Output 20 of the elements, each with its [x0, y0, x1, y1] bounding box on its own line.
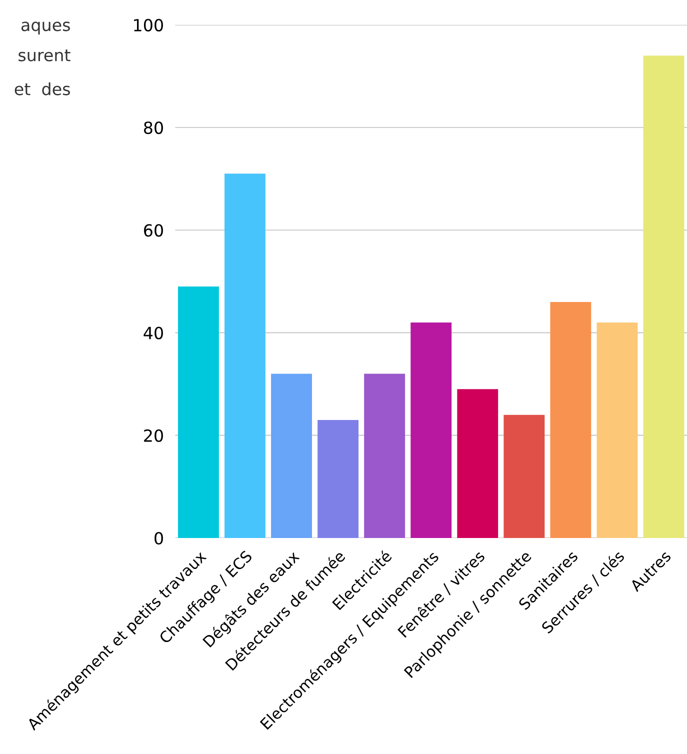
- y-tick-label: 80: [144, 121, 163, 134]
- bar: [178, 286, 219, 538]
- bar: [364, 374, 406, 538]
- y-tick-label: 100: [134, 18, 163, 32]
- bar: [457, 389, 498, 538]
- bar: [504, 414, 545, 538]
- bar: [224, 174, 266, 538]
- bar: [271, 374, 312, 538]
- bar: [550, 302, 592, 538]
- text: et des: [14, 82, 70, 96]
- bar: [596, 322, 638, 538]
- y-tick-label: 40: [144, 326, 163, 340]
- bar: [643, 56, 684, 538]
- y-tick-label: 0: [154, 532, 163, 545]
- y-tick-label: 60: [144, 224, 163, 237]
- text: aques: [21, 22, 70, 34]
- text: surent: [18, 49, 70, 62]
- y-tick-label: 20: [144, 429, 163, 442]
- bar: [410, 322, 452, 538]
- bar: [318, 420, 359, 538]
